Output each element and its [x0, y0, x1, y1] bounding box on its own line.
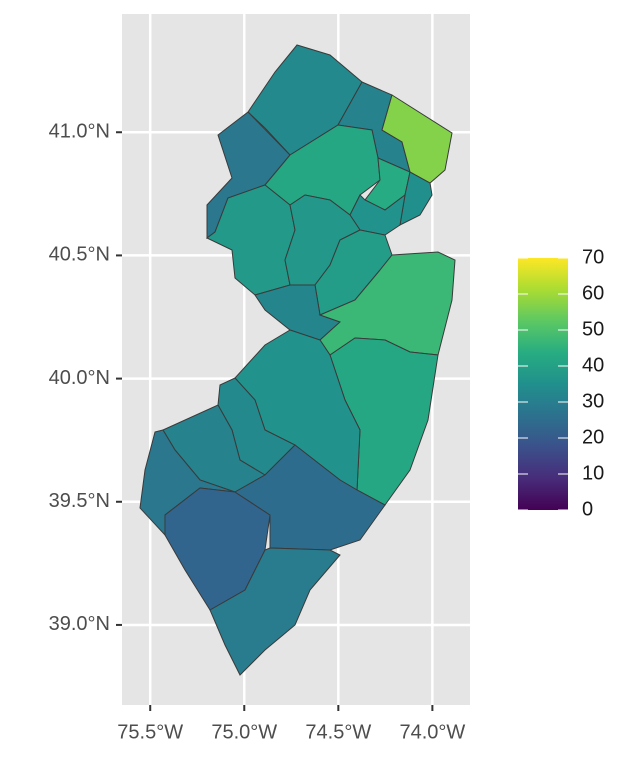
colorbar-label: 30: [582, 390, 604, 412]
colorbar: [518, 258, 568, 510]
colorbar-label: 0: [582, 498, 593, 520]
x-tick-label: 75.0°W: [211, 721, 277, 743]
y-tick-label: 40.0°N: [49, 367, 110, 389]
colorbar-label: 50: [582, 318, 604, 340]
colorbar-label: 70: [582, 246, 604, 268]
x-tick-label: 75.5°W: [117, 721, 183, 743]
y-tick-label: 40.5°N: [49, 244, 110, 266]
x-tick-label: 74.5°W: [305, 721, 371, 743]
county: [234, 444, 386, 551]
county: [209, 547, 341, 676]
colorbar-label: 20: [582, 426, 604, 448]
y-tick-label: 41.0°N: [49, 121, 110, 143]
x-tick-label: 74.0°W: [399, 721, 465, 743]
colorbar-label: 40: [582, 354, 604, 376]
y-tick-label: 39.0°N: [49, 613, 110, 635]
colorbar-label: 10: [582, 462, 604, 484]
colorbar-label: 60: [582, 282, 604, 304]
y-tick-label: 39.5°N: [49, 490, 110, 512]
